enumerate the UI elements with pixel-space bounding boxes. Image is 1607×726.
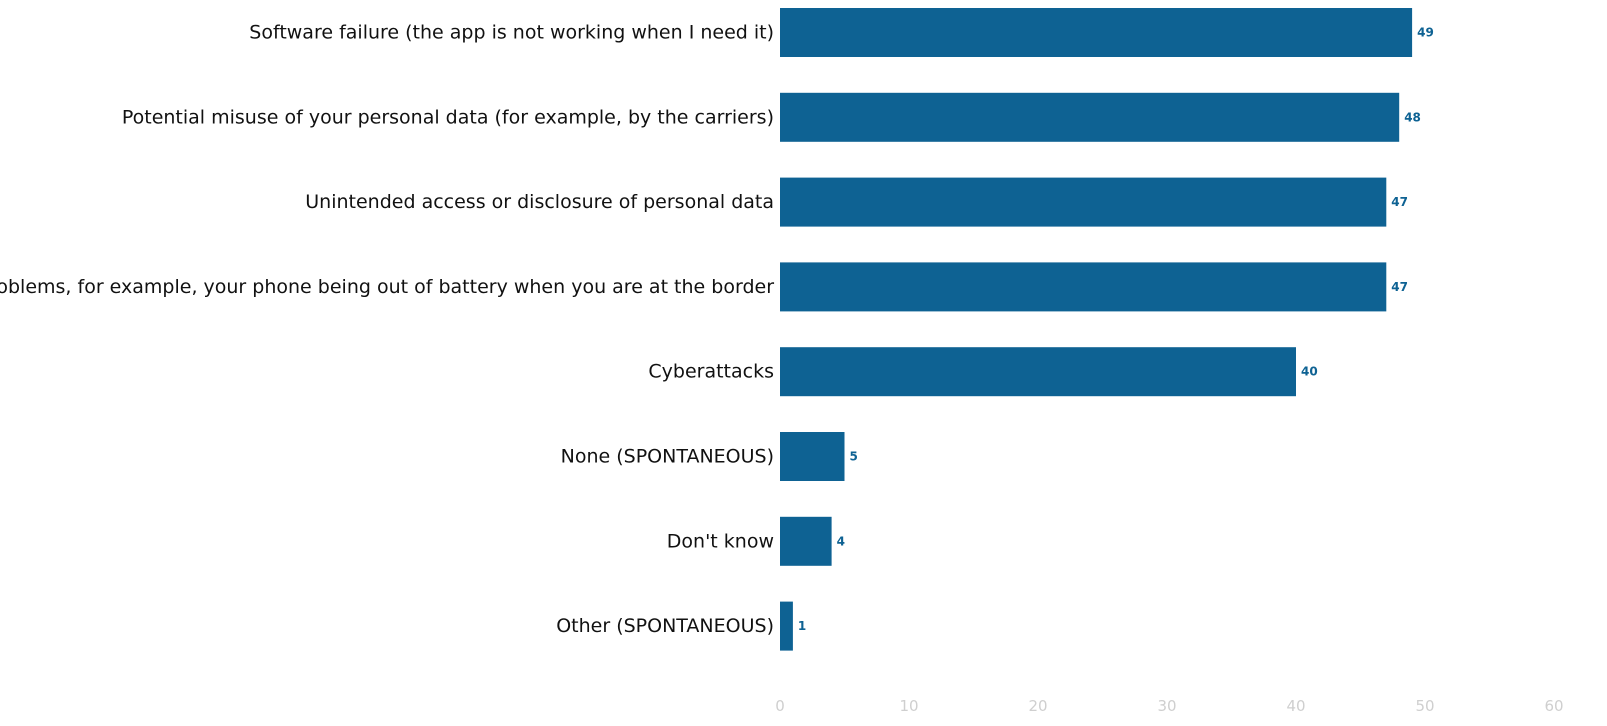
category-label-2: Unintended access or disclosure of perso…	[305, 191, 774, 213]
bars-group	[780, 8, 1413, 651]
x-tick-label-1: 10	[899, 697, 918, 715]
x-tick-label-2: 20	[1028, 697, 1047, 715]
value-label-1: 48	[1404, 110, 1421, 124]
value-label-0: 49	[1417, 26, 1434, 40]
bar-7	[780, 601, 793, 651]
value-label-3: 47	[1391, 280, 1408, 294]
category-label-1: Potential misuse of your personal data (…	[122, 106, 774, 128]
bar-2	[780, 177, 1387, 227]
bar-0	[780, 8, 1413, 57]
bar-4	[780, 347, 1296, 397]
bar-6	[780, 516, 832, 566]
category-label-0: Software failure (the app is not working…	[249, 22, 774, 44]
value-label-7: 1	[798, 619, 806, 633]
x-tick-label-6: 60	[1544, 697, 1563, 715]
bar-5	[780, 432, 845, 481]
x-tick-label-3: 30	[1157, 697, 1176, 715]
value-label-6: 4	[837, 534, 845, 548]
x-tick-label-0: 0	[775, 697, 785, 715]
bar-1	[780, 92, 1400, 142]
x-tick-label-5: 50	[1415, 697, 1434, 715]
category-label-6: Don't know	[667, 530, 774, 552]
category-labels-group: Software failure (the app is not working…	[0, 22, 774, 638]
value-label-2: 47	[1391, 195, 1408, 209]
category-label-3: Device problems, for example, your phone…	[0, 276, 774, 298]
category-label-4: Cyberattacks	[648, 361, 774, 383]
category-label-7: Other (SPONTANEOUS)	[556, 615, 774, 637]
value-labels-group: 49 48 47 47 40 5 4 1	[798, 26, 1434, 634]
x-tick-label-4: 40	[1286, 697, 1305, 715]
value-label-5: 5	[850, 450, 858, 464]
x-axis-ticks-group: 0 10 20 30 40 50 60	[775, 697, 1563, 715]
value-label-4: 40	[1301, 365, 1318, 379]
bar-3	[780, 262, 1387, 312]
category-label-5: None (SPONTANEOUS)	[561, 446, 774, 468]
